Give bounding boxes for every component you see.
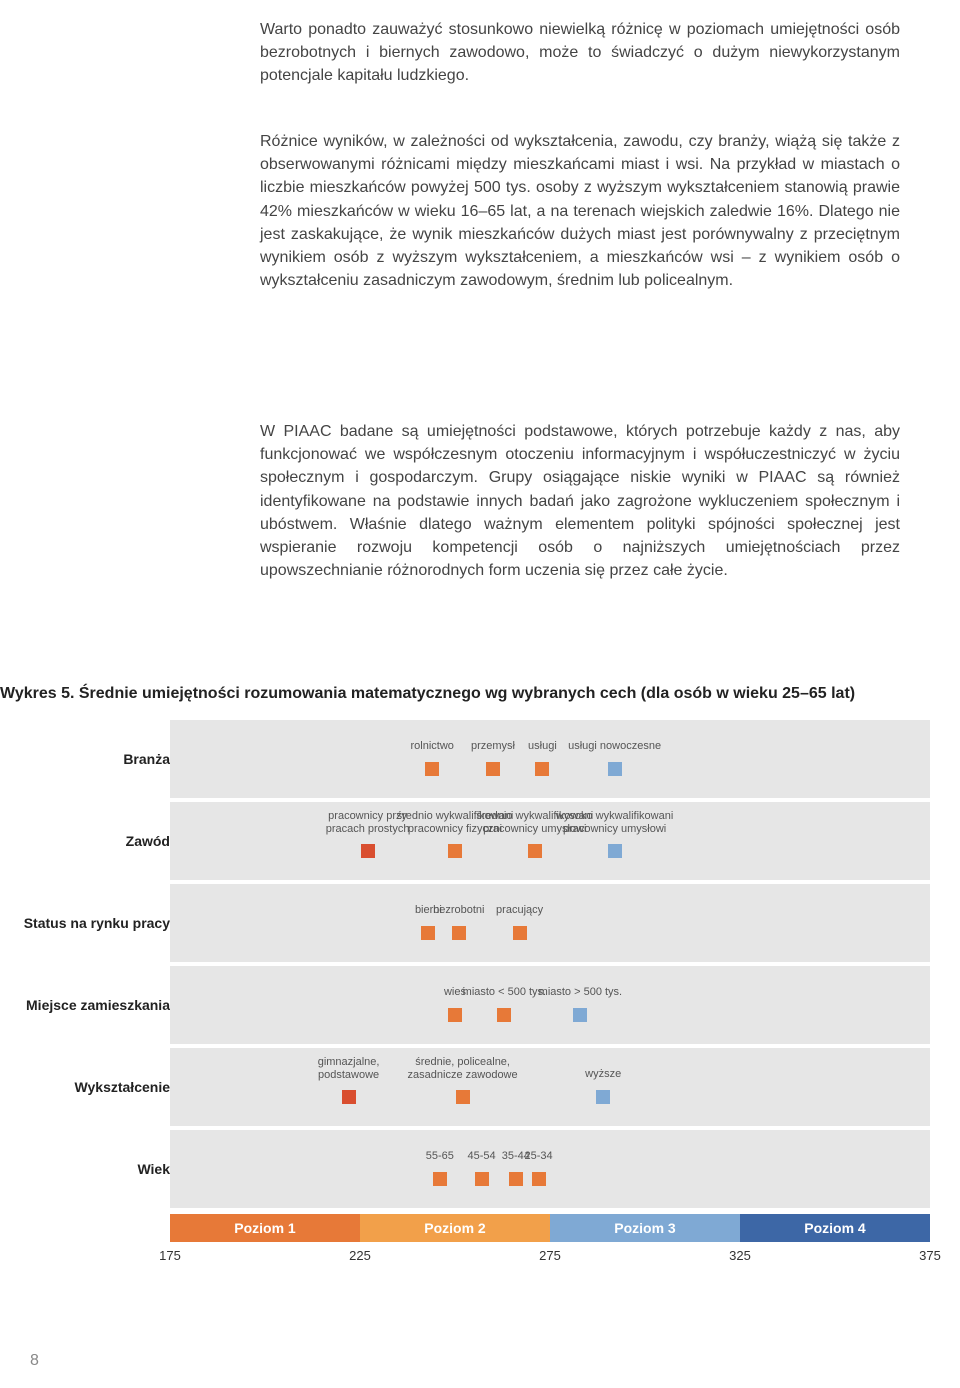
- level-segment: Poziom 4: [740, 1214, 930, 1242]
- data-marker: [532, 1172, 546, 1186]
- chart-row-miejsce: Miejsce zamieszkaniawieśmiasto < 500 tys…: [30, 966, 930, 1044]
- axis-tick: 325: [729, 1248, 751, 1263]
- row-label: Miejsce zamieszkania: [0, 997, 170, 1013]
- marker-label: rolnictwo: [410, 740, 453, 753]
- row-band: rolnictwo przemysł usługi usługi nowoczesne: [170, 720, 930, 798]
- data-marker: [486, 762, 500, 776]
- marker-label: 55-65: [426, 1150, 454, 1163]
- data-marker: [342, 1090, 356, 1104]
- paragraph-1: Warto ponadto zauważyć stosunkowo niewie…: [260, 18, 900, 88]
- data-marker: [448, 844, 462, 858]
- data-marker: [497, 1008, 511, 1022]
- row-label: Wiek: [0, 1161, 170, 1177]
- x-axis: 175225275325375: [170, 1248, 930, 1268]
- level-segment: Poziom 1: [170, 1214, 360, 1242]
- marker-label: 25-34: [525, 1150, 553, 1163]
- data-marker: [475, 1172, 489, 1186]
- page-number: 8: [30, 1352, 39, 1370]
- level-bar: Poziom 1Poziom 2Poziom 3Poziom 4: [170, 1214, 930, 1244]
- data-marker: [452, 926, 466, 940]
- row-label: Wykształcenie: [0, 1079, 170, 1095]
- data-marker: [528, 844, 542, 858]
- chart-area: Branżarolnictwoprzemysłusługiusługi nowo…: [30, 720, 930, 1268]
- data-marker: [433, 1172, 447, 1186]
- axis-tick: 275: [539, 1248, 561, 1263]
- marker-label: usługi: [528, 740, 557, 753]
- marker-label: 45-54: [468, 1150, 496, 1163]
- marker-label: przemysł: [471, 740, 515, 753]
- data-marker: [448, 1008, 462, 1022]
- marker-label: miasto > 500 tys.: [539, 986, 622, 999]
- row-band: gimnazjalne,podstawowe średnie, policealn…: [170, 1048, 930, 1126]
- data-marker: [608, 844, 622, 858]
- marker-label: pracujący: [496, 904, 543, 917]
- chart-row-wykszt: Wykształceniegimnazjalne,podstawoweśredn…: [30, 1048, 930, 1126]
- marker-label: miasto < 500 tys.: [463, 986, 546, 999]
- data-marker: [509, 1172, 523, 1186]
- chart-row-wiek: Wiek55-6545-5435-4425-34: [30, 1130, 930, 1208]
- chart-row-status: Status na rynku pracybiernibezrobotnipra…: [30, 884, 930, 962]
- paragraph-2: Różnice wyników, w zależności od wykszta…: [260, 130, 900, 292]
- marker-label: średnie, policealne,zasadnicze zawodowe: [408, 1056, 518, 1081]
- row-band: 55-6545-5435-4425-34: [170, 1130, 930, 1208]
- row-band: wieśmiasto < 500 tys.miasto > 500 tys.: [170, 966, 930, 1044]
- chart-row-zawod: Zawódpracownicy przypracach prostychśred…: [30, 802, 930, 880]
- data-marker: [573, 1008, 587, 1022]
- row-label: Branża: [0, 751, 170, 767]
- row-band: pracownicy przypracach prostychśrednio w…: [170, 802, 930, 880]
- data-marker: [513, 926, 527, 940]
- row-label: Zawód: [0, 833, 170, 849]
- row-band: biernibezrobotnipracujący: [170, 884, 930, 962]
- marker-label: wyższe: [585, 1068, 621, 1081]
- level-segment: Poziom 2: [360, 1214, 550, 1242]
- marker-label: wysoko wykwalifikowanipracownicy umysłow…: [556, 810, 673, 835]
- row-label: Status na rynku pracy: [0, 915, 170, 931]
- data-marker: [421, 926, 435, 940]
- data-marker: [456, 1090, 470, 1104]
- marker-label: gimnazjalne,podstawowe: [318, 1056, 380, 1081]
- chart-title: Wykres 5. Średnie umiejętności rozumowan…: [0, 685, 960, 703]
- paragraph-3: W PIAAC badane są umiejętności podstawow…: [260, 420, 900, 582]
- data-marker: [425, 762, 439, 776]
- level-segment: Poziom 3: [550, 1214, 740, 1242]
- axis-tick: 375: [919, 1248, 941, 1263]
- marker-label: bezrobotni: [433, 904, 484, 917]
- data-marker: [596, 1090, 610, 1104]
- axis-tick: 225: [349, 1248, 371, 1263]
- data-marker: [361, 844, 375, 858]
- marker-label: usługi nowoczesne: [568, 740, 661, 753]
- data-marker: [535, 762, 549, 776]
- axis-tick: 175: [159, 1248, 181, 1263]
- chart-row-branza: Branżarolnictwoprzemysłusługiusługi nowo…: [30, 720, 930, 798]
- data-marker: [608, 762, 622, 776]
